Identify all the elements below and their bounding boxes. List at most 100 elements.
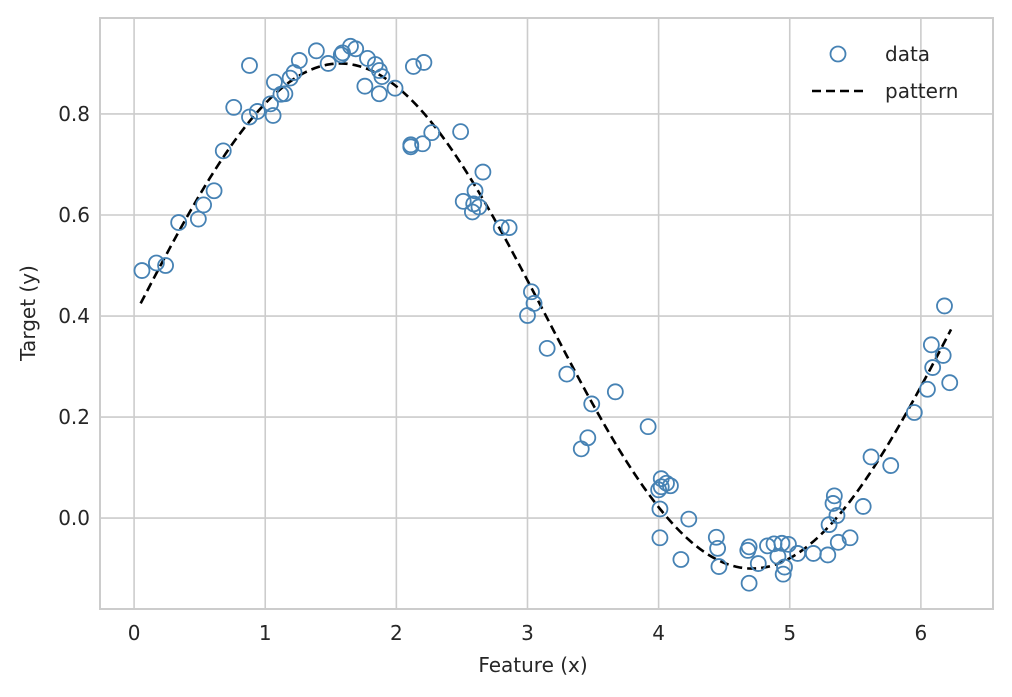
data-point bbox=[347, 40, 365, 58]
data-point bbox=[841, 529, 859, 547]
data-point bbox=[651, 500, 669, 518]
data-point bbox=[189, 210, 207, 228]
data-point bbox=[319, 55, 337, 72]
data-point bbox=[583, 395, 601, 413]
y-tick-label: 0.4 bbox=[58, 304, 90, 328]
data-point bbox=[862, 448, 880, 466]
data-point bbox=[225, 99, 243, 116]
data-point bbox=[824, 495, 842, 512]
data-point bbox=[707, 528, 725, 546]
legend-pattern-label: pattern bbox=[885, 79, 959, 103]
data-point bbox=[415, 54, 433, 71]
data-point bbox=[819, 546, 837, 564]
data-point bbox=[492, 219, 510, 237]
x-tick-label: 6 bbox=[915, 621, 928, 645]
data-point bbox=[774, 565, 792, 583]
series-data bbox=[133, 37, 959, 592]
y-tick-label: 0.6 bbox=[58, 203, 90, 227]
data-point bbox=[147, 254, 165, 272]
data-point bbox=[579, 429, 597, 447]
data-point bbox=[373, 68, 391, 85]
data-point bbox=[658, 474, 675, 492]
data-point bbox=[829, 533, 847, 551]
data-point bbox=[828, 507, 846, 524]
data-point bbox=[262, 95, 279, 113]
data-point bbox=[276, 85, 294, 103]
data-point bbox=[749, 555, 767, 572]
data-point bbox=[452, 123, 470, 141]
data-point bbox=[934, 347, 952, 364]
y-axis-label: Target (y) bbox=[16, 265, 40, 362]
data-point bbox=[606, 383, 624, 401]
data-point bbox=[680, 510, 698, 528]
data-point bbox=[402, 136, 420, 154]
data-point bbox=[470, 198, 488, 216]
x-axis-label: Feature (x) bbox=[478, 653, 587, 677]
data-point bbox=[740, 538, 758, 556]
data-point bbox=[639, 418, 657, 436]
data-point bbox=[500, 219, 518, 237]
data-point bbox=[773, 534, 791, 552]
x-tick-label: 2 bbox=[390, 621, 403, 645]
data-point bbox=[414, 135, 431, 153]
data-point bbox=[248, 103, 266, 120]
data-point bbox=[936, 297, 953, 315]
data-point bbox=[652, 478, 670, 496]
data-point bbox=[672, 551, 690, 568]
data-point bbox=[776, 558, 793, 576]
data-point bbox=[170, 214, 188, 231]
data-point bbox=[466, 182, 484, 200]
legend: data pattern bbox=[812, 42, 959, 103]
x-tick-label: 0 bbox=[128, 621, 141, 645]
data-point bbox=[558, 365, 576, 383]
data-point bbox=[538, 339, 556, 357]
data-point bbox=[307, 42, 325, 60]
data-point bbox=[709, 539, 727, 557]
data-point bbox=[264, 107, 282, 124]
data-point bbox=[922, 336, 940, 354]
data-point bbox=[404, 58, 422, 75]
data-point bbox=[662, 477, 679, 495]
x-tick-labels: 0 1 2 3 4 5 6 bbox=[128, 621, 928, 645]
pattern-line bbox=[139, 62, 953, 570]
data-point bbox=[740, 574, 758, 592]
data-point bbox=[825, 487, 843, 505]
data-point bbox=[780, 535, 797, 553]
data-point bbox=[332, 46, 350, 64]
series-pattern bbox=[139, 62, 953, 570]
data-point bbox=[423, 124, 441, 142]
legend-data-marker bbox=[829, 45, 847, 63]
data-point bbox=[941, 374, 959, 392]
data-point bbox=[525, 294, 543, 312]
data-point bbox=[882, 457, 900, 474]
data-point bbox=[370, 85, 388, 103]
data-point bbox=[241, 57, 258, 74]
data-point bbox=[157, 257, 174, 274]
data-point bbox=[474, 163, 492, 181]
legend-data-label: data bbox=[885, 42, 930, 66]
data-point bbox=[523, 283, 540, 301]
plot-frame bbox=[99, 17, 994, 610]
y-tick-label: 0.8 bbox=[58, 102, 90, 126]
data-point bbox=[356, 77, 374, 95]
x-tick-label: 1 bbox=[259, 621, 272, 645]
data-point bbox=[854, 498, 872, 515]
data-point bbox=[281, 69, 299, 87]
data-point bbox=[205, 182, 223, 200]
y-tick-label: 0.0 bbox=[58, 506, 90, 530]
x-tick-label: 5 bbox=[783, 621, 796, 645]
x-tick-label: 3 bbox=[521, 621, 534, 645]
data-point bbox=[919, 380, 936, 398]
axes-frame bbox=[99, 17, 994, 610]
data-point bbox=[290, 52, 308, 69]
data-point bbox=[651, 529, 669, 547]
data-point bbox=[214, 142, 232, 160]
y-tick-labels: 0.0 0.2 0.4 0.6 0.8 bbox=[58, 102, 90, 530]
data-point bbox=[924, 359, 942, 376]
data-point bbox=[386, 79, 404, 97]
data-point bbox=[905, 404, 923, 421]
data-point bbox=[454, 192, 472, 210]
plot-background bbox=[100, 18, 993, 609]
x-tick-label: 4 bbox=[652, 621, 665, 645]
